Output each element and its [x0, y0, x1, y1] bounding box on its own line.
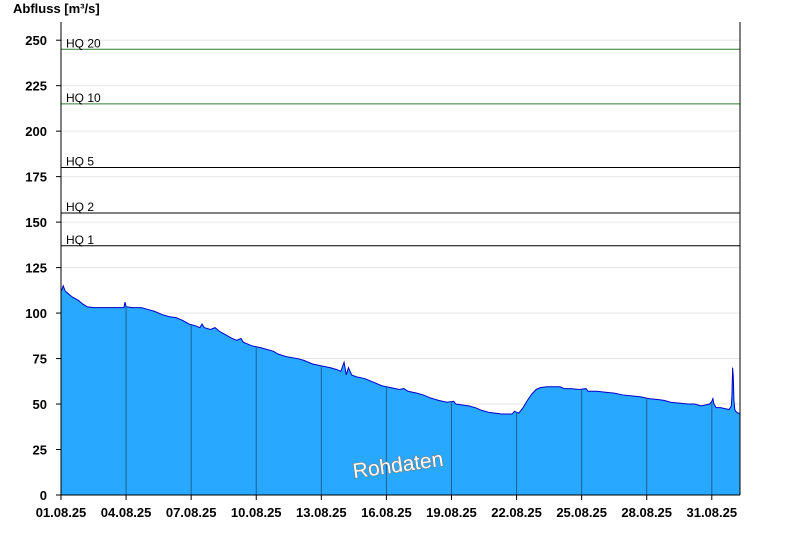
x-tick-label: 19.08.25	[426, 505, 477, 520]
hq-label: HQ 2	[66, 200, 94, 214]
x-tick-label: 16.08.25	[361, 505, 412, 520]
x-tick-label: 25.08.25	[556, 505, 607, 520]
x-tick-label: 10.08.25	[231, 505, 282, 520]
y-tick-label: 175	[25, 170, 47, 185]
data-series	[60, 284, 740, 495]
hq-label: HQ 10	[66, 91, 101, 105]
y-tick-label: 50	[33, 397, 47, 412]
discharge-line	[60, 284, 740, 415]
x-tick-label: 22.08.25	[491, 505, 542, 520]
y-tick-labels: 0 25 50 75 100 125 150 175 200 225 250	[25, 33, 61, 503]
x-tick-label: 04.08.25	[101, 505, 152, 520]
y-tick-label: 150	[25, 215, 47, 230]
x-tick-label: 31.08.25	[686, 505, 737, 520]
flood-thresholds: HQ 1 HQ 2 HQ 5 HQ 10 HQ 20	[61, 36, 740, 247]
y-tick-label: 75	[33, 352, 47, 367]
x-tick-label: 07.08.25	[166, 505, 217, 520]
y-tick-label: 0	[40, 488, 47, 503]
y-tick-label: 250	[25, 33, 47, 48]
y-tick-label: 125	[25, 261, 47, 276]
hq-label: HQ 5	[66, 155, 94, 169]
hq-label: HQ 1	[66, 233, 94, 247]
axes	[60, 22, 741, 496]
y-tick-label: 100	[25, 306, 47, 321]
x-tick-label: 01.08.25	[36, 505, 87, 520]
x-tick-labels: 01.08.25 04.08.25 07.08.25 10.08.25 13.08.25…	[36, 495, 737, 520]
x-tick-label: 28.08.25	[621, 505, 672, 520]
hq-label: HQ 20	[66, 36, 101, 50]
y-tick-label: 25	[33, 443, 47, 458]
y-tick-label: 200	[25, 124, 47, 139]
y-tick-label: 225	[25, 79, 47, 94]
y-axis-title: Abfluss [m³/s]	[13, 1, 100, 16]
x-tick-label: 13.08.25	[296, 505, 347, 520]
day-separator-lines	[125, 306, 713, 495]
